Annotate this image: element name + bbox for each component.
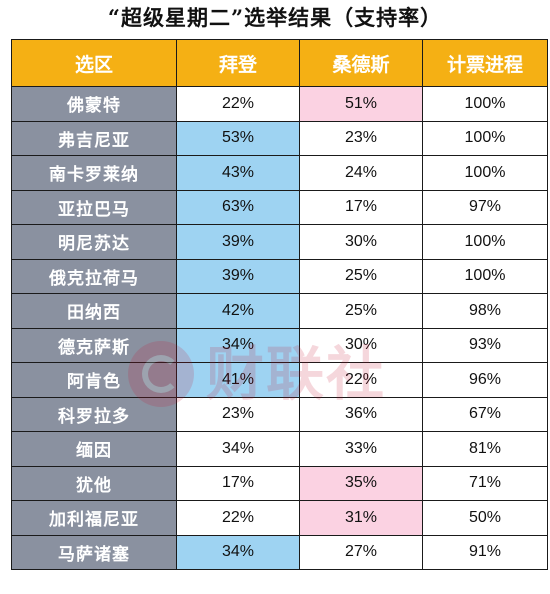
region-cell: 明尼苏达 (11, 224, 177, 260)
region-cell: 犹他 (11, 465, 177, 501)
table-row: 南卡罗莱纳 43% 24% 100% (11, 155, 548, 191)
table-row: 科罗拉多 23% 36% 67% (11, 396, 548, 432)
table-title: “超级星期二”选举结果（支持率） (107, 5, 443, 30)
region-cell: 俄克拉荷马 (11, 258, 177, 294)
sanders-cell: 30% (299, 327, 423, 363)
table-row: 弗吉尼亚 53% 23% 100% (11, 120, 548, 156)
biden-cell: 39% (176, 224, 300, 260)
table-row: 缅因 34% 33% 81% (11, 431, 548, 467)
sanders-cell: 31% (299, 500, 423, 536)
table-row: 佛蒙特 22% 51% 100% (11, 86, 548, 122)
biden-cell: 43% (176, 155, 300, 191)
region-cell: 弗吉尼亚 (11, 120, 177, 156)
sanders-cell: 33% (299, 431, 423, 467)
region-cell: 科罗拉多 (11, 396, 177, 432)
sanders-cell: 51% (299, 86, 423, 122)
sanders-cell: 30% (299, 224, 423, 260)
header-sanders: 桑德斯 (299, 39, 423, 87)
table-row: 明尼苏达 39% 30% 100% (11, 224, 548, 260)
region-cell: 加利福尼亚 (11, 500, 177, 536)
sanders-cell: 35% (299, 465, 423, 501)
sanders-cell: 17% (299, 189, 423, 225)
progress-cell: 100% (422, 258, 548, 294)
region-cell: 田纳西 (11, 293, 177, 329)
header-biden: 拜登 (176, 39, 300, 87)
region-cell: 马萨诸塞 (11, 534, 177, 570)
table-row: 阿肯色 41% 22% 96% (11, 362, 548, 398)
sanders-cell: 27% (299, 534, 423, 570)
table-row: 犹他 17% 35% 71% (11, 465, 548, 501)
region-cell: 阿肯色 (11, 362, 177, 398)
results-table-container: 选区 拜登 桑德斯 计票进程 佛蒙特 22% 51% 100% 弗吉尼亚 53% 23% 10… (11, 39, 548, 570)
biden-cell: 53% (176, 120, 300, 156)
biden-cell: 39% (176, 258, 300, 294)
table-row: 加利福尼亚 22% 31% 50% (11, 500, 548, 536)
region-cell: 南卡罗莱纳 (11, 155, 177, 191)
table-row: 田纳西 42% 25% 98% (11, 293, 548, 329)
progress-cell: 67% (422, 396, 548, 432)
region-cell: 缅因 (11, 431, 177, 467)
biden-cell: 34% (176, 431, 300, 467)
results-table: 选区 拜登 桑德斯 计票进程 佛蒙特 22% 51% 100% 弗吉尼亚 53% 23% 10… (11, 39, 548, 570)
progress-cell: 98% (422, 293, 548, 329)
biden-cell: 23% (176, 396, 300, 432)
region-cell: 亚拉巴马 (11, 189, 177, 225)
sanders-cell: 25% (299, 258, 423, 294)
biden-cell: 34% (176, 534, 300, 570)
progress-cell: 50% (422, 500, 548, 536)
biden-cell: 22% (176, 500, 300, 536)
table-row: 德克萨斯 34% 30% 93% (11, 327, 548, 363)
header-progress: 计票进程 (422, 39, 548, 87)
sanders-cell: 36% (299, 396, 423, 432)
sanders-cell: 22% (299, 362, 423, 398)
progress-cell: 91% (422, 534, 548, 570)
progress-cell: 100% (422, 120, 548, 156)
progress-cell: 93% (422, 327, 548, 363)
sanders-cell: 24% (299, 155, 423, 191)
table-row: 马萨诸塞 34% 27% 91% (11, 534, 548, 570)
sanders-cell: 25% (299, 293, 423, 329)
biden-cell: 22% (176, 86, 300, 122)
header-region: 选区 (11, 39, 177, 87)
region-cell: 德克萨斯 (11, 327, 177, 363)
table-row: 俄克拉荷马 39% 25% 100% (11, 258, 548, 294)
progress-cell: 96% (422, 362, 548, 398)
sanders-cell: 23% (299, 120, 423, 156)
biden-cell: 42% (176, 293, 300, 329)
progress-cell: 100% (422, 155, 548, 191)
biden-cell: 34% (176, 327, 300, 363)
progress-cell: 100% (422, 224, 548, 260)
progress-cell: 81% (422, 431, 548, 467)
biden-cell: 63% (176, 189, 300, 225)
results-body: 佛蒙特 22% 51% 100% 弗吉尼亚 53% 23% 100% 南卡罗莱纳 43% 24% 10… (11, 86, 548, 570)
biden-cell: 41% (176, 362, 300, 398)
region-cell: 佛蒙特 (11, 86, 177, 122)
header-row: 选区 拜登 桑德斯 计票进程 (11, 39, 548, 87)
biden-cell: 17% (176, 465, 300, 501)
progress-cell: 100% (422, 86, 548, 122)
progress-cell: 71% (422, 465, 548, 501)
progress-cell: 97% (422, 189, 548, 225)
table-row: 亚拉巴马 63% 17% 97% (11, 189, 548, 225)
